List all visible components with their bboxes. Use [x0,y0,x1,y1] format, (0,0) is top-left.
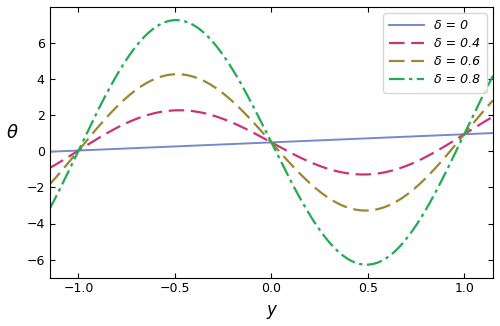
δ = 0.6 [250,121,256,125]
δ = 0.4 [490,115,496,119]
δ = 0.8 [69,162,75,166]
Line: δ = 0.8: δ = 0.8 [50,20,493,265]
δ = 0.4 [396,167,402,170]
δ = 0.8 [478,98,484,102]
δ = 0.4 [478,122,484,126]
Y-axis label: θ: θ [7,124,18,142]
δ = 0 [262,141,268,145]
δ = 0 [250,141,256,145]
δ = 0.6 [478,112,484,116]
δ = 0.6 [46,183,52,186]
δ = 0 [46,150,52,154]
δ = 0.8 [364,263,370,267]
δ = 0.8 [250,105,256,109]
δ = 0.6 [262,134,268,138]
δ = 0 [69,149,75,153]
δ = 0.8 [173,18,179,22]
δ = 0.4 [478,122,484,126]
Line: δ = 0: δ = 0 [50,133,493,152]
δ = 0.6 [69,156,75,160]
δ = 0.8 [490,74,496,78]
Line: δ = 0.6: δ = 0.6 [50,74,493,211]
δ = 0.8 [262,128,268,132]
δ = 0 [396,135,402,139]
δ = 0 [477,132,483,136]
δ = 0.4 [360,172,366,176]
δ = 0 [477,132,483,136]
δ = 0.6 [490,98,496,102]
δ = 0.4 [250,131,256,135]
δ = 0.6 [478,113,484,117]
δ = 0.4 [69,153,75,156]
δ = 0.4 [46,166,52,170]
δ = 0.6 [174,72,180,76]
δ = 0.8 [46,207,52,211]
X-axis label: y: y [266,301,276,319]
δ = 0.8 [396,245,402,249]
δ = 0.4 [176,108,182,112]
δ = 0.4 [262,137,268,141]
Legend: δ = 0, δ = 0.4, δ = 0.6, δ = 0.8: δ = 0, δ = 0.4, δ = 0.6, δ = 0.8 [383,13,487,93]
δ = 0.6 [362,209,368,213]
δ = 0 [490,131,496,135]
δ = 0.8 [478,98,484,102]
δ = 0.6 [396,198,402,202]
Line: δ = 0.4: δ = 0.4 [50,110,493,174]
